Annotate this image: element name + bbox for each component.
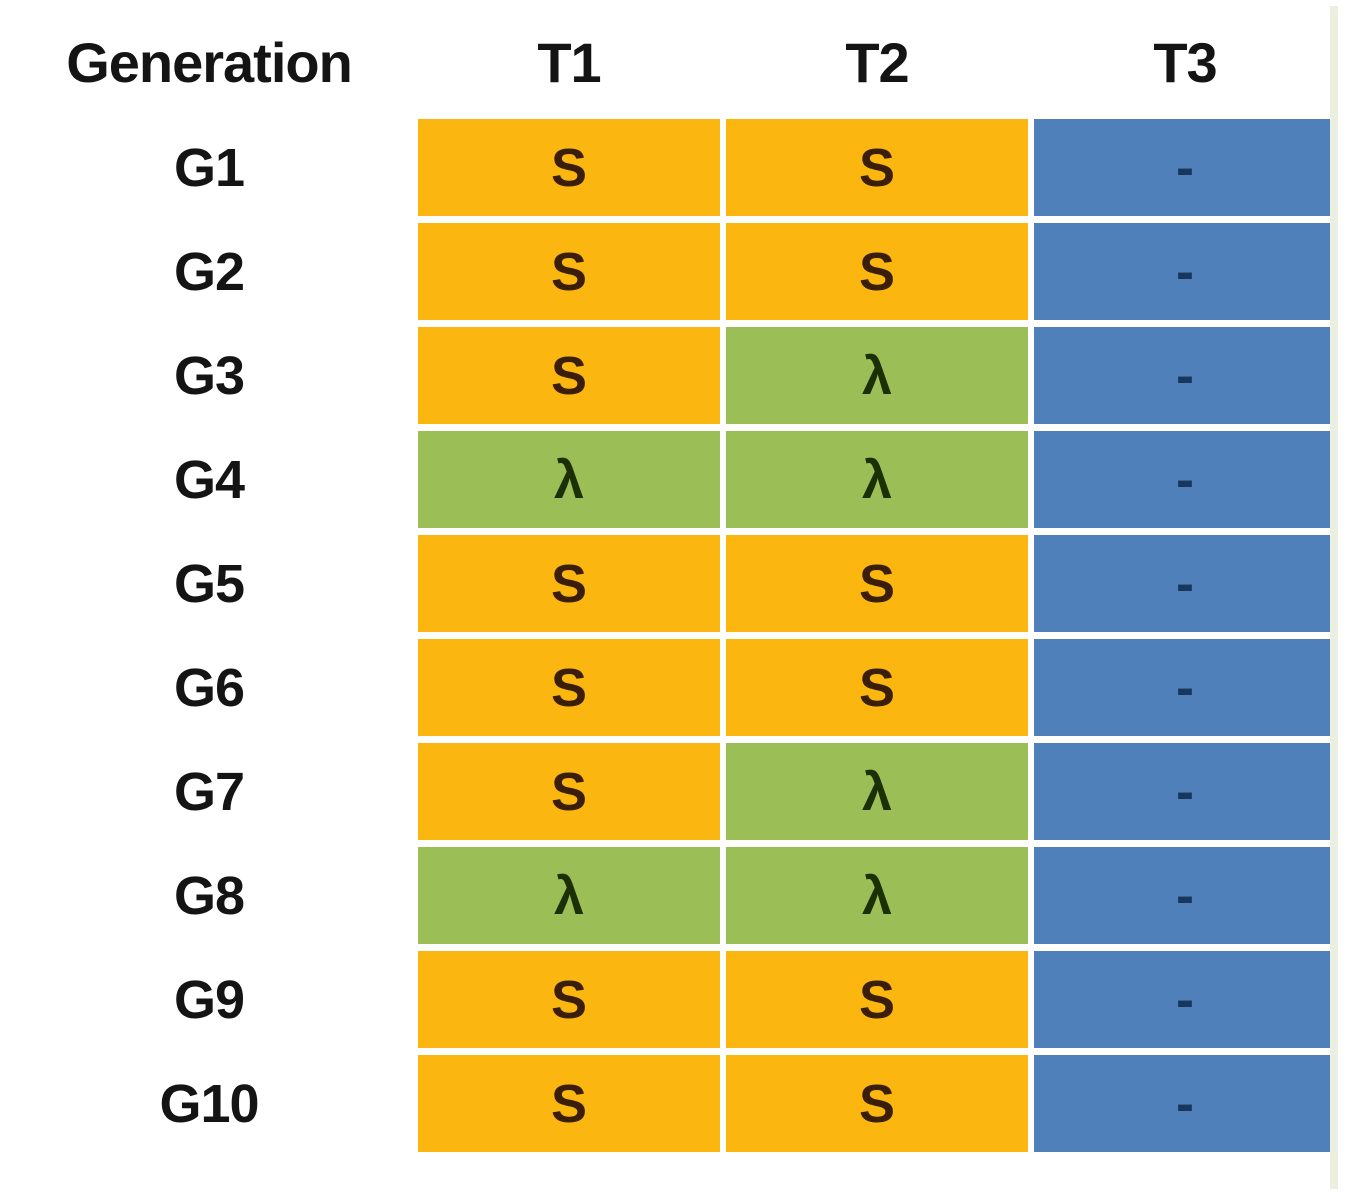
cell-g6-t3: - <box>1034 639 1336 736</box>
cell-g2-t2: S <box>726 223 1028 320</box>
cell-g5-t1: S <box>418 535 720 632</box>
column-header-t3: T3 <box>1153 30 1217 94</box>
cell-g6-t1: S <box>418 639 720 736</box>
column-header-generation: Generation <box>66 30 353 94</box>
cell-g8-t2: λ <box>726 847 1028 944</box>
cell-g9-t2: S <box>726 951 1028 1048</box>
column-header-t2: T2 <box>845 30 909 94</box>
row-label-g2: G2 <box>173 241 245 302</box>
cell-g7-t3: - <box>1034 743 1336 840</box>
row-label-g3: G3 <box>173 345 245 406</box>
cell-g4-t2: λ <box>726 431 1028 528</box>
cell-g4-t3: - <box>1034 431 1336 528</box>
cell-g4-t1: λ <box>418 431 720 528</box>
cell-g3-t2: λ <box>726 327 1028 424</box>
cell-g3-t3: - <box>1034 327 1336 424</box>
row-label-g5: G5 <box>173 553 245 614</box>
row-label-g4: G4 <box>173 449 245 510</box>
column-header-t1: T1 <box>537 30 601 94</box>
cell-g9-t1: S <box>418 951 720 1048</box>
row-label-g1: G1 <box>173 137 245 198</box>
row-label-g7: G7 <box>173 761 245 822</box>
cell-g2-t1: S <box>418 223 720 320</box>
cell-g10-t1: S <box>418 1055 720 1152</box>
cell-g1-t3: - <box>1034 119 1336 216</box>
cell-g3-t1: S <box>418 327 720 424</box>
cell-g5-t2: S <box>726 535 1028 632</box>
cell-g8-t1: λ <box>418 847 720 944</box>
cell-g10-t2: S <box>726 1055 1028 1152</box>
cell-g7-t2: λ <box>726 743 1028 840</box>
row-label-g9: G9 <box>173 969 245 1030</box>
cell-g6-t2: S <box>726 639 1028 736</box>
cell-g1-t1: S <box>418 119 720 216</box>
cell-g2-t3: - <box>1034 223 1336 320</box>
cell-g5-t3: - <box>1034 535 1336 632</box>
cell-g1-t2: S <box>726 119 1028 216</box>
cell-g8-t3: - <box>1034 847 1336 944</box>
row-label-g6: G6 <box>173 657 245 718</box>
cell-g7-t1: S <box>418 743 720 840</box>
row-label-g10: G10 <box>159 1073 259 1134</box>
right-edge-strip <box>1330 6 1338 1189</box>
row-label-g8: G8 <box>173 865 245 926</box>
cell-g9-t3: - <box>1034 951 1336 1048</box>
cell-g10-t3: - <box>1034 1055 1336 1152</box>
